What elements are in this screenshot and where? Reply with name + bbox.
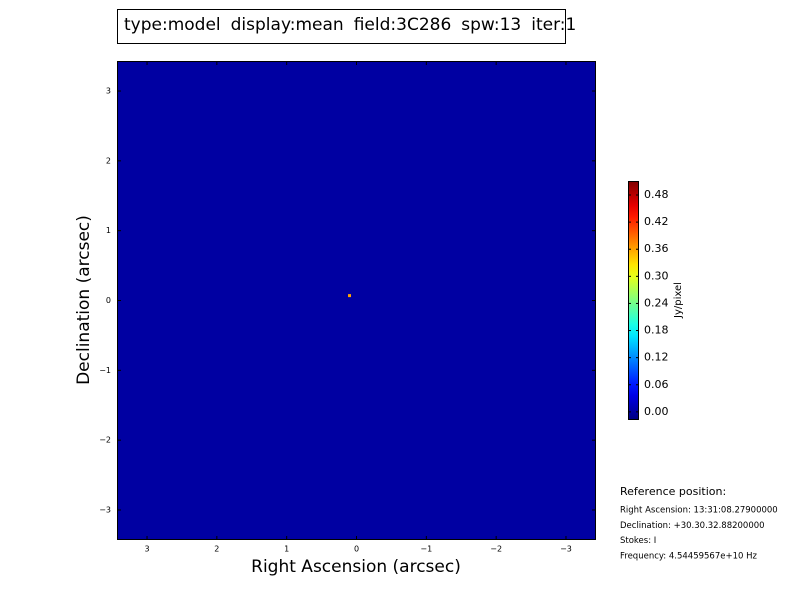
colorbar-tick-label: 0.24 xyxy=(644,296,669,309)
title-part: type:model xyxy=(124,15,221,35)
info-title: Reference position: xyxy=(620,485,726,498)
y-tick-label: 3 xyxy=(106,87,111,96)
y-axis-label: Declination (arcsec) xyxy=(74,215,94,385)
colorbar-tick-label: 0.30 xyxy=(644,269,669,282)
image-background xyxy=(117,61,596,540)
x-axis-label: Right Ascension (arcsec) xyxy=(251,557,461,577)
info-line: Stokes: I xyxy=(620,536,656,546)
info-line: Frequency: 4.54459567e+10 Hz xyxy=(620,551,757,561)
title-part: iter:1 xyxy=(531,15,576,35)
title-part: field:3C286 xyxy=(354,15,452,35)
y-tick-label: −2 xyxy=(99,436,111,445)
title-part: spw:13 xyxy=(461,15,521,35)
image-pixel xyxy=(348,294,352,298)
colorbar-label: Jy/pixel xyxy=(673,282,684,319)
info-line: Declination: +30.30.32.88200000 xyxy=(620,521,765,531)
y-tick-label: 2 xyxy=(106,156,111,165)
colorbar-tick-label: 0.36 xyxy=(644,242,669,255)
x-tick-label: −2 xyxy=(490,545,502,554)
colorbar-tick-label: 0.48 xyxy=(644,188,669,201)
x-tick-label: −3 xyxy=(560,545,572,554)
y-tick-label: 1 xyxy=(106,226,111,235)
colorbar-tick-label: 0.12 xyxy=(644,351,669,364)
colorbar xyxy=(628,181,639,420)
colorbar-tick-label: 0.06 xyxy=(644,378,669,391)
y-tick-label: −3 xyxy=(99,505,111,514)
y-tick-label: 0 xyxy=(106,296,111,305)
title-part: display:mean xyxy=(231,15,344,35)
x-tick-label: 3 xyxy=(144,545,149,554)
x-tick-label: −1 xyxy=(420,545,432,554)
title-box xyxy=(117,9,566,44)
x-tick-label: 1 xyxy=(284,545,289,554)
colorbar-tick-label: 0.00 xyxy=(644,405,669,418)
info-line: Right Ascension: 13:31:08.27900000 xyxy=(620,506,778,516)
x-tick-label: 0 xyxy=(354,545,359,554)
y-tick-label: −1 xyxy=(99,366,111,375)
x-tick-label: 2 xyxy=(214,545,219,554)
colorbar-tick-label: 0.18 xyxy=(644,324,669,337)
colorbar-tick-label: 0.42 xyxy=(644,215,669,228)
